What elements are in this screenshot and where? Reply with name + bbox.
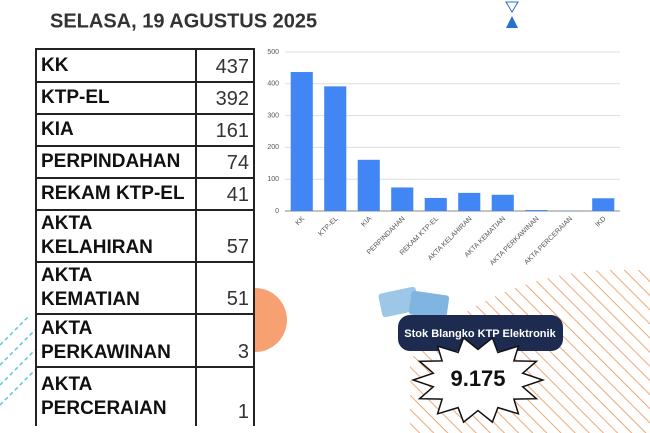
bar [290,72,313,211]
table-row: REKAM KTP-EL 41 [37,177,253,209]
label-cell: AKTA KEMATIAN [37,263,197,313]
bar [491,194,514,211]
table-row: KK 437 [37,48,253,81]
label-cell: KK [37,50,197,81]
bar [458,192,481,211]
bar [324,86,347,211]
bar [391,187,414,211]
starburst [410,336,546,424]
date-title: SELASA, 19 AGUSTUS 2025 [50,10,317,32]
label-cell: REKAM KTP-EL [37,179,197,209]
x-tick-label: KIA [360,215,373,228]
count-cell: 51 [226,288,249,310]
count-cell: 161 [215,120,249,142]
x-tick-label: KTP-EL [317,215,339,237]
dashed-decoration [0,314,36,406]
circle-decoration [255,288,287,352]
count-cell: 1 [237,401,249,423]
y-tick-label: 100 [267,176,279,183]
table-row: PERPINDAHAN 74 [37,145,253,177]
y-tick-label: 0 [275,208,279,215]
bar [424,197,447,211]
y-tick-label: 400 [267,81,279,88]
card-icons [378,286,450,320]
count-cell: 3 [237,341,249,363]
count-cell: 74 [226,152,249,174]
table-row: AKTA PERKAWINAN 3 [37,313,253,366]
triangle-decoration [506,16,518,28]
x-tick-label: IKD [594,215,607,228]
count-cell: 57 [226,236,249,258]
stock-value: 9.175 [450,366,505,391]
label-cell: AKTA KELAHIRAN [37,211,197,261]
bar [525,210,548,211]
label-cell: AKTA PERCERAIAN [37,368,197,426]
count-cell: 437 [215,56,249,78]
bar [592,198,615,211]
label-cell: KIA [37,115,197,145]
table-row: AKTA KELAHIRAN 57 [37,209,253,261]
label-cell: KTP-EL [37,83,197,113]
y-tick-label: 500 [267,49,279,56]
count-cell: 392 [215,88,249,110]
table-row: AKTA KEMATIAN 51 [37,261,253,313]
triangle-decoration [505,1,519,13]
x-tick-label: KK [295,215,307,227]
table-row: KIA 161 [37,113,253,145]
count-cell: 41 [226,184,249,206]
y-tick-label: 300 [267,112,279,119]
label-cell: PERPINDAHAN [37,147,197,177]
table: KK 437 KTP-EL 392 KIA 161 PERPINDAHAN 74 REKAM K… [35,48,255,426]
table-row: AKTA PERCERAIAN 1 [37,366,253,426]
table-row: KTP-EL 392 [37,81,253,113]
stock-title: Stok Blangko KTP Elektronik [404,328,556,340]
y-tick-label: 200 [267,144,279,151]
label-cell: AKTA PERKAWINAN [37,315,197,366]
stock-box [398,315,563,351]
bar [357,159,380,211]
